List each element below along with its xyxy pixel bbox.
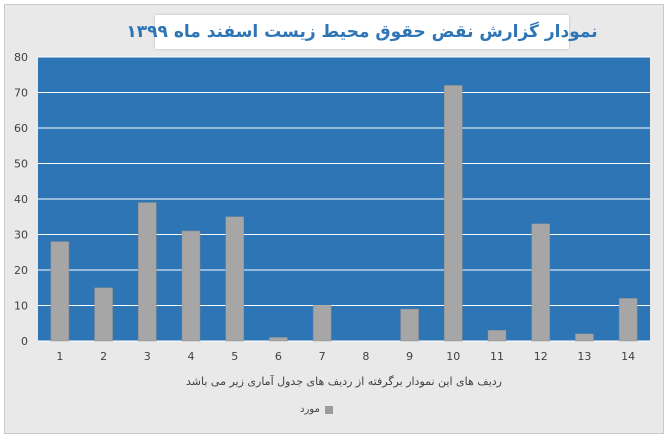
legend: مورد xyxy=(300,404,333,415)
chart-title-box: نمودار گزارش نقض حقوق محیط زیست اسفند ما… xyxy=(126,15,598,49)
x-axis-ticks: 1 2 3 4 5 6 7 8 9 10 11 12 13 14 xyxy=(56,350,635,363)
bar xyxy=(312,305,332,342)
x-tick-label: 1 xyxy=(56,350,63,363)
x-tick-label: 8 xyxy=(362,350,369,363)
x-tick-label: 12 xyxy=(534,350,548,363)
y-tick-label: 50 xyxy=(14,158,28,171)
x-tick-label: 14 xyxy=(621,350,635,363)
chart-title: نمودار گزارش نقض حقوق محیط زیست اسفند ما… xyxy=(126,22,598,42)
y-tick-label: 20 xyxy=(14,264,28,277)
y-axis-ticks: 0 10 20 30 40 50 60 70 80 xyxy=(14,51,28,348)
x-tick-label: 9 xyxy=(406,350,413,363)
bar xyxy=(487,330,507,342)
y-tick-label: 0 xyxy=(21,335,28,348)
y-tick-label: 60 xyxy=(14,122,28,135)
legend-swatch xyxy=(324,405,333,414)
x-tick-label: 3 xyxy=(144,350,151,363)
x-tick-label: 6 xyxy=(275,350,282,363)
x-tick-label: 7 xyxy=(319,350,326,363)
bar xyxy=(531,223,550,342)
bar xyxy=(50,241,70,342)
x-tick-label: 11 xyxy=(490,350,504,363)
bar xyxy=(138,202,157,342)
bars xyxy=(50,85,638,342)
bar xyxy=(181,230,201,342)
x-tick-label: 10 xyxy=(446,350,460,363)
y-tick-label: 30 xyxy=(14,229,28,242)
bar xyxy=(225,216,244,342)
x-tick-label: 5 xyxy=(231,350,238,363)
bar xyxy=(618,298,638,342)
legend-label: مورد xyxy=(300,404,320,415)
y-tick-label: 40 xyxy=(14,193,28,206)
y-tick-label: 70 xyxy=(14,87,28,100)
bar xyxy=(269,337,288,342)
bar xyxy=(94,287,113,342)
bar xyxy=(444,85,463,342)
bar xyxy=(575,333,594,342)
x-tick-label: 4 xyxy=(188,350,195,363)
x-tick-label: 13 xyxy=(577,350,591,363)
y-tick-label: 10 xyxy=(14,300,28,313)
x-tick-label: 2 xyxy=(100,350,107,363)
x-axis-label: ردیف های این نمودار برگرفته از ردیف های … xyxy=(186,375,502,388)
y-tick-label: 80 xyxy=(14,51,28,64)
bar xyxy=(400,308,419,342)
